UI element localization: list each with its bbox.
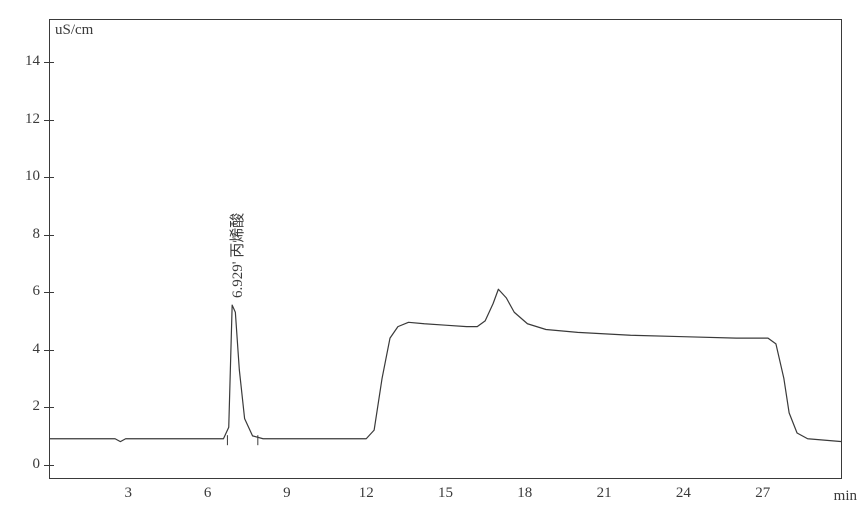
peak-label: 6.929' 丙烯酸 xyxy=(226,213,247,298)
y-tick-label: 4 xyxy=(0,341,40,358)
y-tick-label: 10 xyxy=(0,168,40,185)
y-tick: 6 xyxy=(0,283,55,301)
y-tick-label: 12 xyxy=(0,111,40,128)
y-tick: 2 xyxy=(0,398,55,416)
y-tick: 10 xyxy=(0,168,55,186)
chromatogram-trace xyxy=(49,19,842,479)
x-tick-label: 6 xyxy=(204,485,212,502)
y-tick-label: 8 xyxy=(0,226,40,243)
y-tick: 0 xyxy=(0,456,55,474)
peak-rt-label: 6.929 xyxy=(230,264,246,298)
x-tick-label: 15 xyxy=(438,485,453,502)
x-tick-label: 12 xyxy=(359,485,374,502)
x-tick-label: 24 xyxy=(676,485,691,502)
x-tick-label: 18 xyxy=(517,485,532,502)
y-tick: 14 xyxy=(0,53,55,71)
x-tick-label: 21 xyxy=(597,485,612,502)
y-tick: 8 xyxy=(0,226,55,244)
peak-label-separator: ' xyxy=(230,258,246,264)
y-tick: 4 xyxy=(0,341,55,359)
y-tick-label: 0 xyxy=(0,456,40,473)
peak-name-label: 丙烯酸 xyxy=(230,213,246,258)
y-tick-label: 6 xyxy=(0,283,40,300)
y-tick-label: 14 xyxy=(0,53,40,70)
y-tick-label: 2 xyxy=(0,398,40,415)
chromatogram-chart: uS/cm min 02468101214 369121518212427 6.… xyxy=(0,0,865,521)
x-tick-label: 27 xyxy=(755,485,770,502)
y-tick: 12 xyxy=(0,111,55,129)
x-tick-label: 3 xyxy=(125,485,133,502)
x-tick-label: 9 xyxy=(283,485,291,502)
x-axis-unit: min xyxy=(834,488,857,505)
